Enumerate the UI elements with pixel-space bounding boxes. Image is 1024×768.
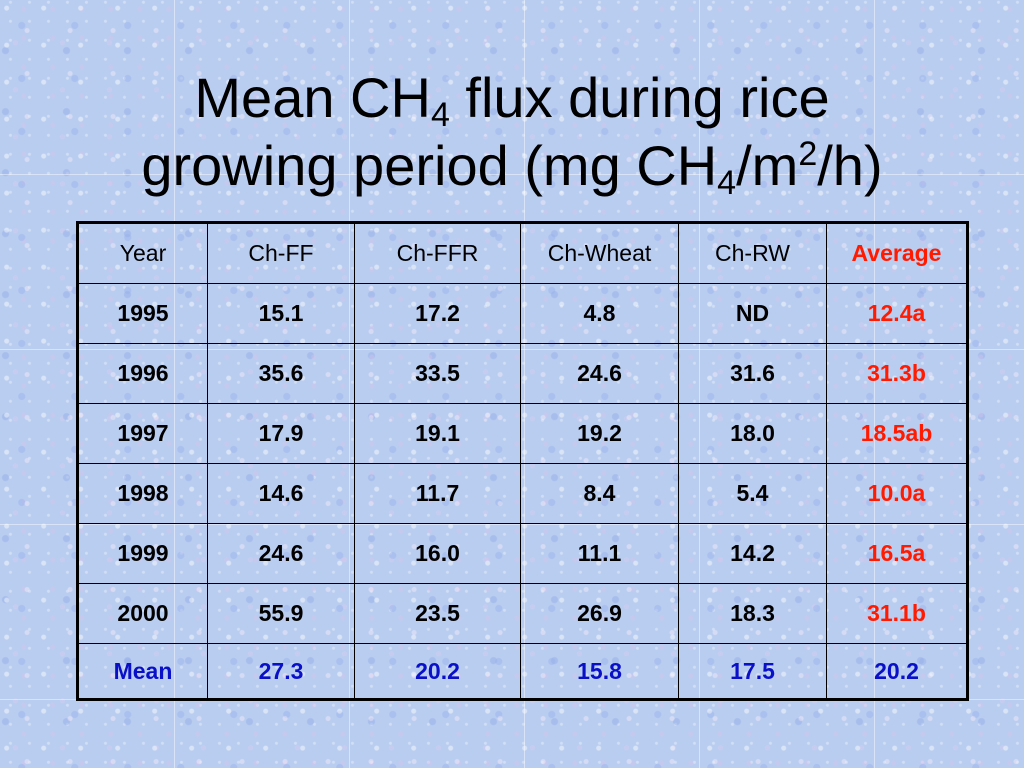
column-header: Ch-Wheat [520, 222, 679, 284]
year-cell: 1998 [77, 463, 208, 524]
title-text: /h) [817, 134, 883, 197]
table-cell: 11.7 [354, 463, 521, 524]
table-cell: 19.2 [520, 403, 679, 464]
table-cell: 24.6 [520, 343, 679, 404]
average-cell: 12.4a [826, 283, 968, 344]
table-cell: 18.0 [678, 403, 827, 464]
column-header: Ch-RW [678, 222, 827, 284]
methane-flux-table: Year Ch-FF Ch-FFR Ch-Wheat Ch-RW Average… [76, 221, 969, 701]
table-cell: 24.6 [207, 523, 355, 584]
average-cell: 18.5ab [826, 403, 968, 464]
table-row: 1997 17.9 19.1 19.2 18.0 18.5ab [77, 403, 968, 464]
year-cell: 1997 [77, 403, 208, 464]
table-row: 1995 15.1 17.2 4.8 ND 12.4a [77, 283, 968, 344]
column-header: Year [77, 222, 208, 284]
column-header: Ch-FFR [354, 222, 521, 284]
table-cell: 5.4 [678, 463, 827, 524]
table-cell: 26.9 [520, 583, 679, 644]
mean-row: Mean 27.3 20.2 15.8 17.5 20.2 [77, 643, 968, 700]
title-text: /m [736, 134, 799, 197]
tile-divider [0, 174, 1024, 175]
column-header: Ch-FF [207, 222, 355, 284]
title-text: Mean CH [194, 66, 431, 129]
year-cell: 1996 [77, 343, 208, 404]
average-cell: 16.5a [826, 523, 968, 584]
table-cell: 55.9 [207, 583, 355, 644]
table-cell: 15.1 [207, 283, 355, 344]
slide-title: Mean CH4 flux during rice growing period… [0, 64, 1024, 200]
mean-cell: 15.8 [520, 643, 679, 700]
title-subscript: 4 [717, 164, 737, 202]
year-cell: 1999 [77, 523, 208, 584]
table-cell: 16.0 [354, 523, 521, 584]
table-cell: 33.5 [354, 343, 521, 404]
title-text: flux during rice [449, 66, 830, 129]
mean-cell: 17.5 [678, 643, 827, 700]
table-cell: ND [678, 283, 827, 344]
table-cell: 35.6 [207, 343, 355, 404]
title-text: growing period (mg CH [141, 134, 718, 197]
mean-cell: 20.2 [354, 643, 521, 700]
table-row: 1998 14.6 11.7 8.4 5.4 10.0a [77, 463, 968, 524]
table-cell: 19.1 [354, 403, 521, 464]
table-cell: 8.4 [520, 463, 679, 524]
table-cell: 18.3 [678, 583, 827, 644]
mean-label: Mean [77, 643, 208, 700]
average-cell: 31.3b [826, 343, 968, 404]
table-cell: 23.5 [354, 583, 521, 644]
overall-average-cell: 20.2 [826, 643, 968, 700]
table-cell: 17.2 [354, 283, 521, 344]
table-cell: 11.1 [520, 523, 679, 584]
table-row: 1999 24.6 16.0 11.1 14.2 16.5a [77, 523, 968, 584]
table-row: 1996 35.6 33.5 24.6 31.6 31.3b [77, 343, 968, 404]
column-header-average: Average [826, 222, 968, 284]
title-subscript: 4 [430, 96, 450, 134]
mean-cell: 27.3 [207, 643, 355, 700]
year-cell: 2000 [77, 583, 208, 644]
title-superscript: 2 [798, 135, 818, 173]
year-cell: 1995 [77, 283, 208, 344]
average-cell: 31.1b [826, 583, 968, 644]
table-header-row: Year Ch-FF Ch-FFR Ch-Wheat Ch-RW Average [77, 222, 968, 284]
table-cell: 14.2 [678, 523, 827, 584]
title-line-2: growing period (mg CH4/m2/h) [0, 132, 1024, 200]
table-cell: 17.9 [207, 403, 355, 464]
table-row: 2000 55.9 23.5 26.9 18.3 31.1b [77, 583, 968, 644]
table-cell: 14.6 [207, 463, 355, 524]
title-line-1: Mean CH4 flux during rice [0, 64, 1024, 132]
table-cell: 4.8 [520, 283, 679, 344]
average-cell: 10.0a [826, 463, 968, 524]
table-cell: 31.6 [678, 343, 827, 404]
